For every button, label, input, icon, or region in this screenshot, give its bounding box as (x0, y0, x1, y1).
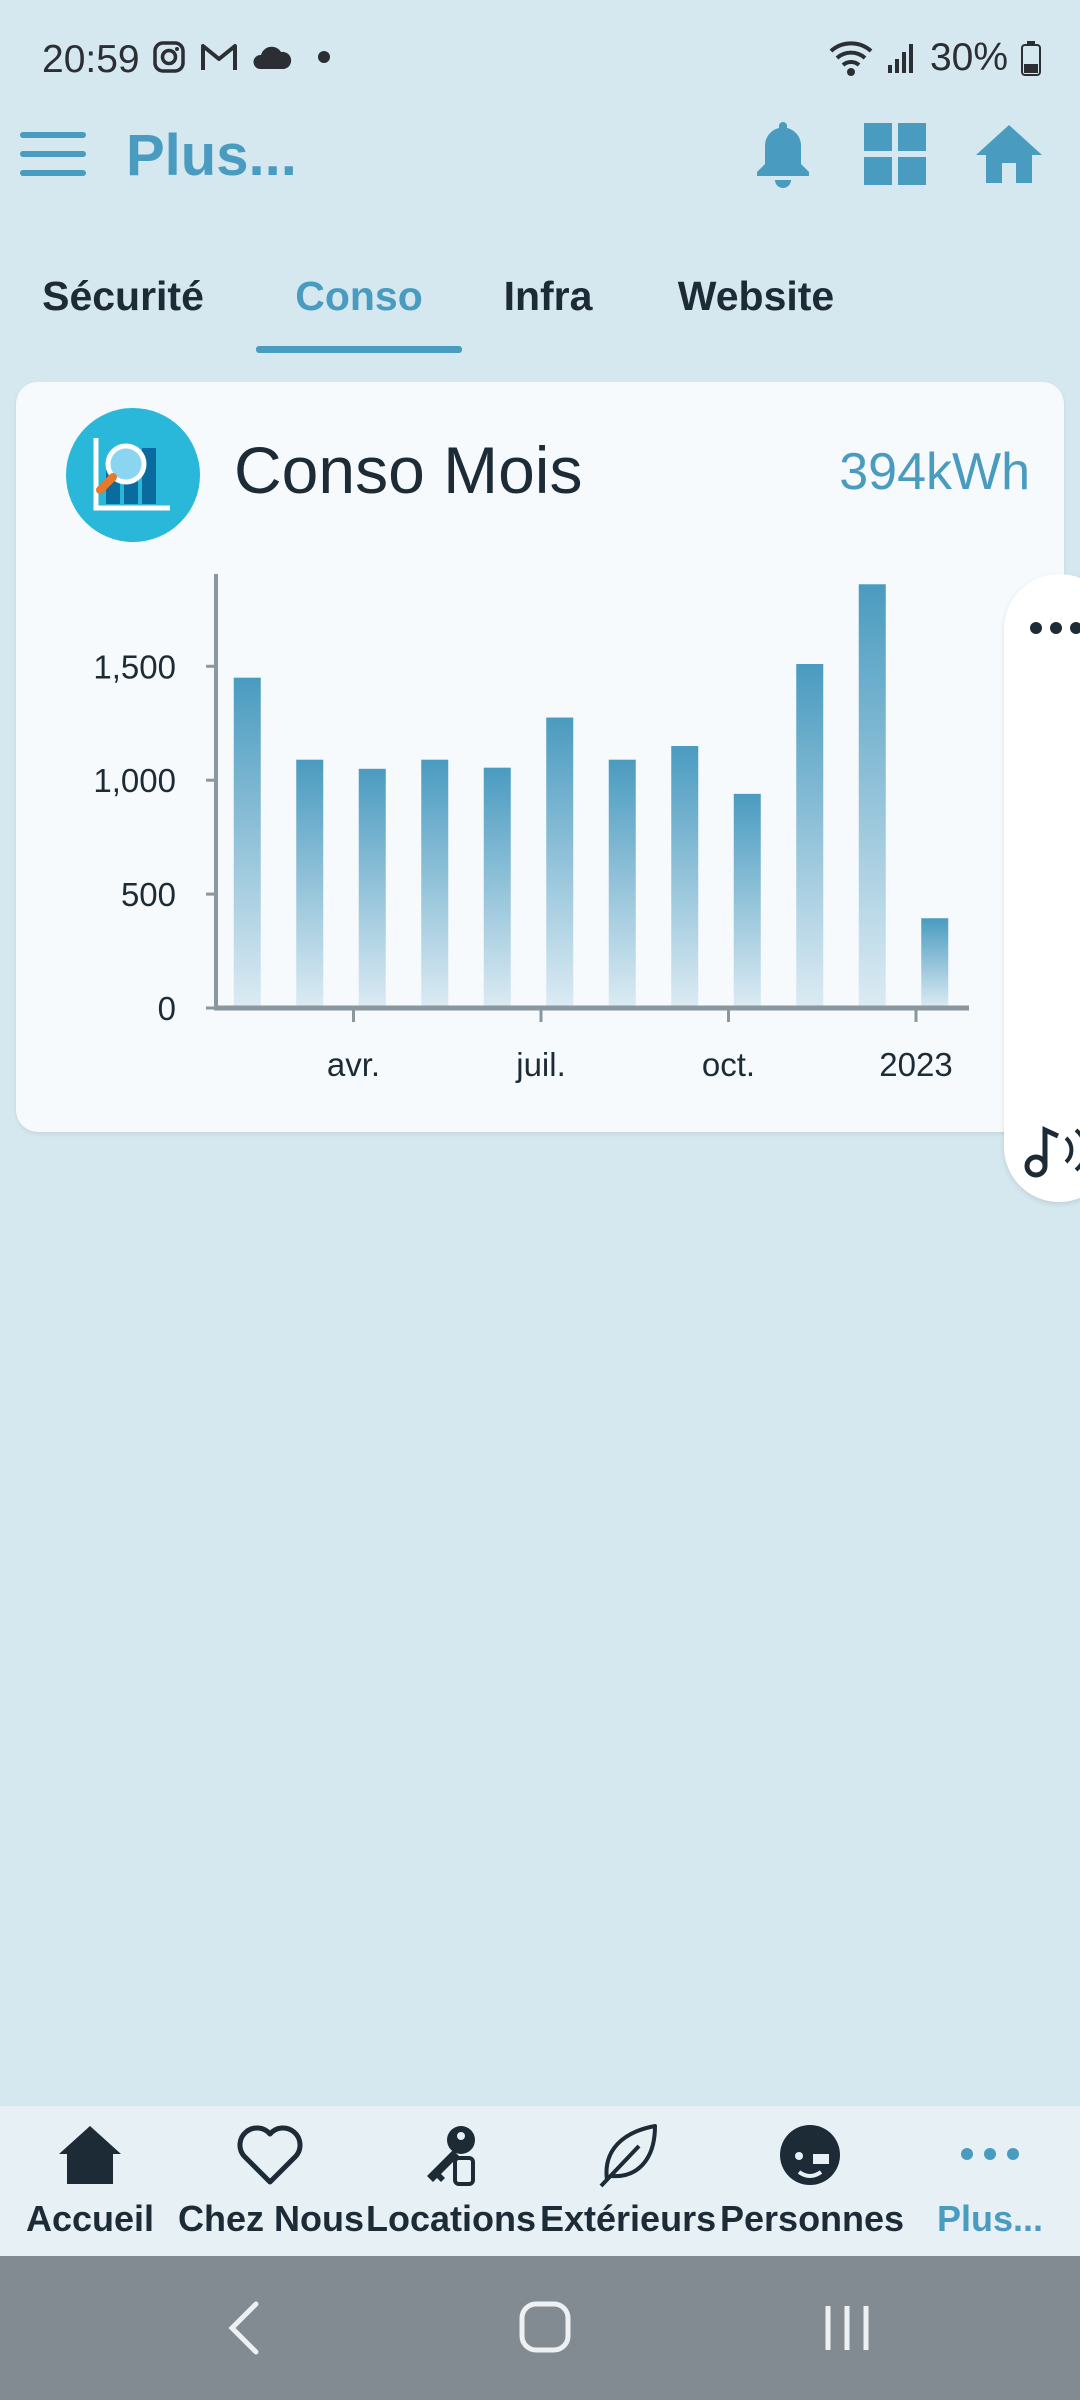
x-tick-label: avr. (327, 1046, 380, 1083)
status-bar: 20:59 30% (0, 0, 1080, 120)
y-tick-label: 500 (121, 876, 176, 913)
nav-item-chez-nous[interactable]: Chez Nous (178, 2106, 365, 2256)
status-time: 20:59 (42, 38, 140, 81)
keys-icon (427, 2126, 475, 2186)
nav-label: Personnes (720, 2198, 905, 2239)
page-title: Plus... (126, 123, 297, 188)
home-icon (59, 2126, 121, 2184)
nav-item-locations[interactable]: Locations (366, 2106, 537, 2256)
recents-icon[interactable] (802, 2286, 892, 2370)
tab-website[interactable]: Website (677, 272, 835, 319)
chart-bar[interactable] (546, 717, 574, 1008)
y-tick-label: 1,500 (93, 648, 176, 685)
nav-label: Extérieurs (540, 2198, 717, 2239)
chart-bar[interactable] (733, 793, 761, 1008)
more-horizontal-icon[interactable] (1028, 618, 1080, 638)
wifi-icon (829, 41, 873, 76)
tab-conso[interactable]: Conso (295, 272, 423, 319)
floating-side-panel[interactable] (1004, 574, 1080, 1202)
instagram-icon (153, 41, 185, 73)
chart-bar[interactable] (358, 768, 386, 1008)
nav-label: Locations (366, 2198, 537, 2239)
battery-percent: 30% (929, 36, 1008, 79)
person-icon (780, 2125, 840, 2185)
menu-button[interactable] (20, 132, 86, 180)
chart-bar[interactable] (858, 584, 886, 1008)
nav-item-exterieurs[interactable]: Extérieurs (540, 2106, 716, 2256)
conso-card[interactable]: Conso Mois 394kWh 0 500 1,000 1,500 avr. juil… (16, 382, 1064, 1132)
card-value: 394kWh (839, 443, 1030, 501)
chart-bar[interactable] (608, 759, 636, 1008)
tab-securite[interactable]: Sécurité (42, 272, 204, 319)
leaf-icon (599, 2124, 657, 2188)
dot-icon (318, 51, 330, 63)
home-button-icon[interactable] (500, 2286, 590, 2370)
back-icon[interactable] (200, 2286, 290, 2370)
card-title: Conso Mois (234, 433, 583, 507)
chart-magnifier-icon (66, 408, 200, 542)
heart-icon (237, 2125, 303, 2185)
battery-icon (1021, 41, 1041, 76)
nav-item-plus[interactable]: Plus... (900, 2106, 1080, 2256)
y-tick-label: 1,000 (93, 762, 176, 799)
bottom-navigation: Accueil Chez Nous Locations Extérieurs P… (0, 2106, 1080, 2256)
menu-icon (20, 132, 86, 138)
chart-bar[interactable] (233, 677, 261, 1008)
dashboard-grid-icon[interactable] (862, 121, 928, 187)
tab-bar: Sécurité Conso Infra Website (0, 238, 1080, 354)
x-tick-label: 2023 (879, 1046, 952, 1083)
cloud-icon (253, 46, 292, 69)
nav-label: Accueil (25, 2198, 155, 2239)
system-navigation-bar (0, 2256, 1080, 2400)
chart-bar[interactable] (671, 746, 699, 1008)
x-tick-label: oct. (702, 1046, 755, 1083)
chart-bar[interactable] (921, 918, 949, 1008)
music-cast-icon[interactable] (1022, 1122, 1080, 1178)
gmail-icon (201, 44, 237, 70)
nav-item-personnes[interactable]: Personnes (720, 2106, 905, 2256)
chart-bar[interactable] (796, 664, 824, 1008)
chart-bar[interactable] (483, 767, 511, 1008)
signal-icon (887, 44, 913, 73)
nav-label: Plus... (936, 2198, 1044, 2239)
x-tick-label: juil. (515, 1046, 566, 1083)
more-icon (961, 2148, 1019, 2160)
chart-bar[interactable] (421, 759, 449, 1008)
active-tab-indicator (256, 346, 462, 353)
tab-infra[interactable]: Infra (503, 272, 593, 319)
y-tick-label: 0 (158, 990, 176, 1027)
chart-bar[interactable] (296, 759, 324, 1008)
notification-icons (152, 40, 336, 74)
bell-icon[interactable] (750, 118, 816, 190)
home-icon[interactable] (974, 123, 1044, 185)
monthly-consumption-chart: 0 500 1,000 1,500 avr. juil. oct. 2023 (93, 574, 969, 1083)
nav-label: Chez Nous (178, 2198, 365, 2239)
nav-item-accueil[interactable]: Accueil (0, 2106, 180, 2256)
